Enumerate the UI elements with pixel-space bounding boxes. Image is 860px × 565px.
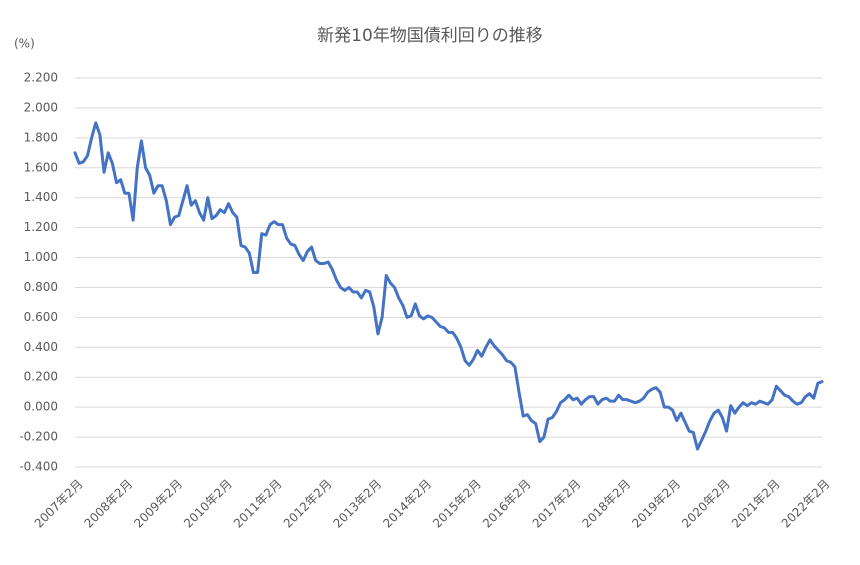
y-axis-label: (%) — [14, 37, 35, 51]
x-tick-label: 2021年2月 — [729, 477, 783, 531]
y-tick-label: 1.800 — [24, 130, 58, 144]
data-line — [73, 121, 824, 451]
x-tick-label: 2022年2月 — [779, 477, 833, 531]
y-tick-label: 1.000 — [24, 250, 58, 264]
x-tick-label: 2014年2月 — [380, 477, 434, 531]
y-tick-label: 2.000 — [24, 100, 58, 114]
x-tick-label: 2018年2月 — [580, 477, 634, 531]
y-tick-label: -0.200 — [19, 430, 58, 444]
x-tick-label: 2016年2月 — [480, 477, 534, 531]
y-tick-label: 0.200 — [24, 370, 58, 384]
y-tick-label: 2.200 — [24, 71, 58, 85]
x-tick-label: 2011年2月 — [231, 477, 285, 531]
y-tick-label: 1.600 — [24, 160, 58, 174]
x-tick-label: 2009年2月 — [131, 477, 185, 531]
x-tick-label: 2008年2月 — [82, 477, 136, 531]
x-tick-label: 2010年2月 — [181, 477, 235, 531]
x-tick-label: 2020年2月 — [679, 477, 733, 531]
chart-title: 新発10年物国債利回りの推移 — [317, 26, 543, 46]
x-tick-label: 2019年2月 — [629, 477, 683, 531]
x-tick-label: 2015年2月 — [430, 477, 484, 531]
y-tick-label: 0.000 — [24, 400, 58, 414]
x-tick-label: 2013年2月 — [331, 477, 385, 531]
y-tick-label: 0.600 — [24, 310, 58, 324]
x-tick-label: 2017年2月 — [530, 477, 584, 531]
x-tick-label: 2012年2月 — [281, 477, 335, 531]
y-tick-label: -0.400 — [19, 460, 58, 474]
y-tick-label: 1.400 — [24, 190, 58, 204]
y-tick-label: 0.400 — [24, 340, 58, 354]
y-tick-label: 1.200 — [24, 220, 58, 234]
x-tick-label: 2007年2月 — [32, 477, 86, 531]
y-tick-label: 0.800 — [24, 280, 58, 294]
